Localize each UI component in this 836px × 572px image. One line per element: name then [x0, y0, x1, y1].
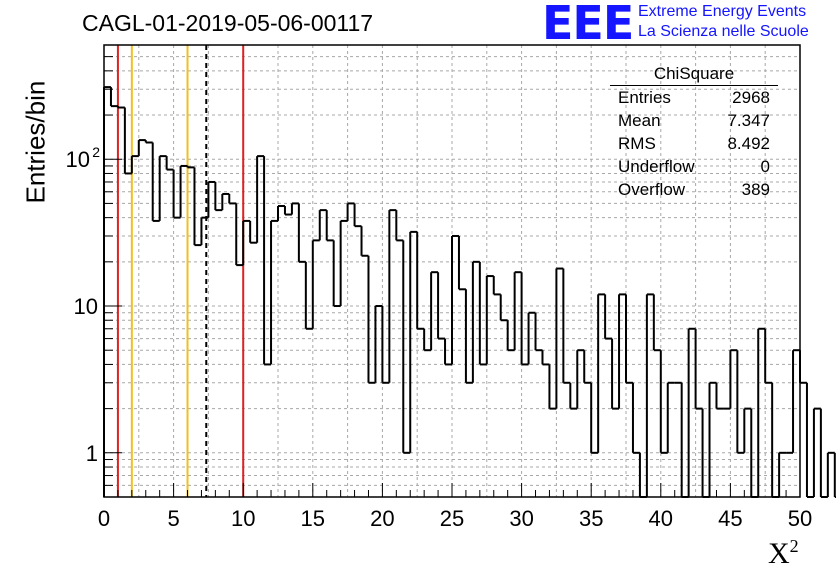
x-axis-label: X2: [768, 536, 799, 571]
x-tick-label: 40: [649, 506, 673, 531]
x-tick-label: 10: [231, 506, 255, 531]
stats-label: Underflow: [618, 157, 695, 176]
y-tick-label-exponent: 2: [92, 144, 100, 160]
logo-line-2: La Scienza nelle Scuole: [638, 23, 809, 40]
stats-value: 389: [741, 180, 770, 199]
stats-label: RMS: [618, 134, 656, 153]
x-axis-label-sup: 2: [789, 536, 799, 556]
stats-value: 0: [760, 157, 770, 176]
stats-value: 2968: [732, 88, 770, 107]
x-axis-label-base: X: [768, 537, 790, 570]
x-tick-label: 45: [718, 506, 742, 531]
y-tick-label: 1: [86, 441, 98, 466]
y-tick-label: 10: [74, 294, 98, 319]
x-tick-label: 15: [301, 506, 325, 531]
x-tick-label: 5: [167, 506, 179, 531]
stats-row-underflow: Underflow 0: [610, 155, 778, 178]
x-tick-label: 35: [579, 506, 603, 531]
stats-value: 8.492: [727, 134, 770, 153]
logo-line-1: Extreme Energy Events: [638, 3, 807, 20]
stats-value: 7.347: [727, 111, 770, 130]
y-axis-label: Entries/bin: [20, 80, 51, 204]
x-tick-label: 50: [788, 506, 812, 531]
stats-box: ChiSquare Entries 2968 Mean 7.347 RMS 8.…: [610, 64, 778, 201]
y-tick-label: 10: [66, 147, 90, 172]
stats-label: Entries: [618, 88, 671, 107]
eee-logo: EEE: [542, 0, 634, 50]
x-tick-label: 30: [509, 506, 533, 531]
y-axis-label-wrap: Entries/bin: [6, 81, 51, 204]
stats-label: Overflow: [618, 180, 686, 199]
stats-label: Mean: [618, 111, 661, 130]
x-tick-label: 0: [98, 506, 110, 531]
x-tick-label: 25: [440, 506, 464, 531]
chart-title: CAGL-01-2019-05-06-00117: [82, 10, 374, 36]
stats-box-title: ChiSquare: [610, 64, 778, 86]
stats-row-mean: Mean 7.347: [610, 109, 778, 132]
x-tick-label: 20: [370, 506, 394, 531]
stats-row-entries: Entries 2968: [610, 86, 778, 109]
stats-row-rms: RMS 8.492: [610, 132, 778, 155]
stats-row-overflow: Overflow 389: [610, 178, 778, 201]
